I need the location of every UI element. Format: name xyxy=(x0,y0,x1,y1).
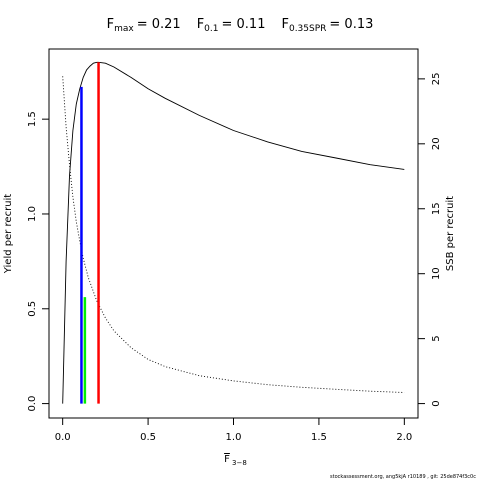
y-tick-label: 0.0 xyxy=(27,396,38,412)
title-symbol: F xyxy=(197,17,204,32)
title-subscript: 0.35SPR xyxy=(289,24,326,34)
x-tick-label: 2.0 xyxy=(396,432,412,443)
y-tick-label: 0.5 xyxy=(27,301,38,317)
title-symbol: F xyxy=(107,17,114,32)
title-value: = 0.13 xyxy=(329,17,373,32)
yield-curve xyxy=(62,61,405,404)
footer-text: stockassessment.org, ang5kjA r10189 , gi… xyxy=(330,474,476,480)
x-tick-label: 0.5 xyxy=(140,432,156,443)
x-axis-title-symbol: F xyxy=(224,454,230,465)
series-layer xyxy=(62,61,405,404)
ssb-curve xyxy=(62,76,405,393)
y2-tick-label: 15 xyxy=(431,202,442,215)
title-subscript: 0.1 xyxy=(204,24,218,34)
title-symbol: F xyxy=(281,17,288,32)
y2-axis-title: SSB per recruit xyxy=(445,196,456,271)
axes: 0.0 0.5 1.0 1.5 2.0 0.0 0.5 1.0 1.5 0 5 10 15 20 25 xyxy=(27,73,442,443)
y-tick-label: 1.0 xyxy=(27,206,38,222)
x-tick-label: 0.0 xyxy=(55,432,71,443)
y2-tick-label: 5 xyxy=(431,335,442,341)
x-tick-label: 1.5 xyxy=(311,432,327,443)
y2-tick-label: 25 xyxy=(431,73,442,86)
x-axis-title: F 3−8 xyxy=(224,454,247,467)
x-tick-label: 1.0 xyxy=(226,432,242,443)
y2-tick-label: 10 xyxy=(431,267,442,280)
reference-lines xyxy=(80,62,100,404)
y2-tick-label: 0 xyxy=(431,400,442,406)
y2-tick-label: 20 xyxy=(431,137,442,150)
title-line: Fmax = 0.21 F0.1 = 0.11 F0.35SPR = 0.13 xyxy=(107,17,374,34)
chart-title: Fmax = 0.21 F0.1 = 0.11 F0.35SPR = 0.13 xyxy=(107,17,374,34)
x-axis-title-subscript: 3−8 xyxy=(232,459,247,467)
y-tick-label: 1.5 xyxy=(27,111,38,127)
title-subscript: max xyxy=(114,24,134,34)
title-value: = 0.21 xyxy=(137,17,181,32)
title-value: = 0.11 xyxy=(222,17,266,32)
y-axis-title: Yield per recruit xyxy=(3,194,14,275)
